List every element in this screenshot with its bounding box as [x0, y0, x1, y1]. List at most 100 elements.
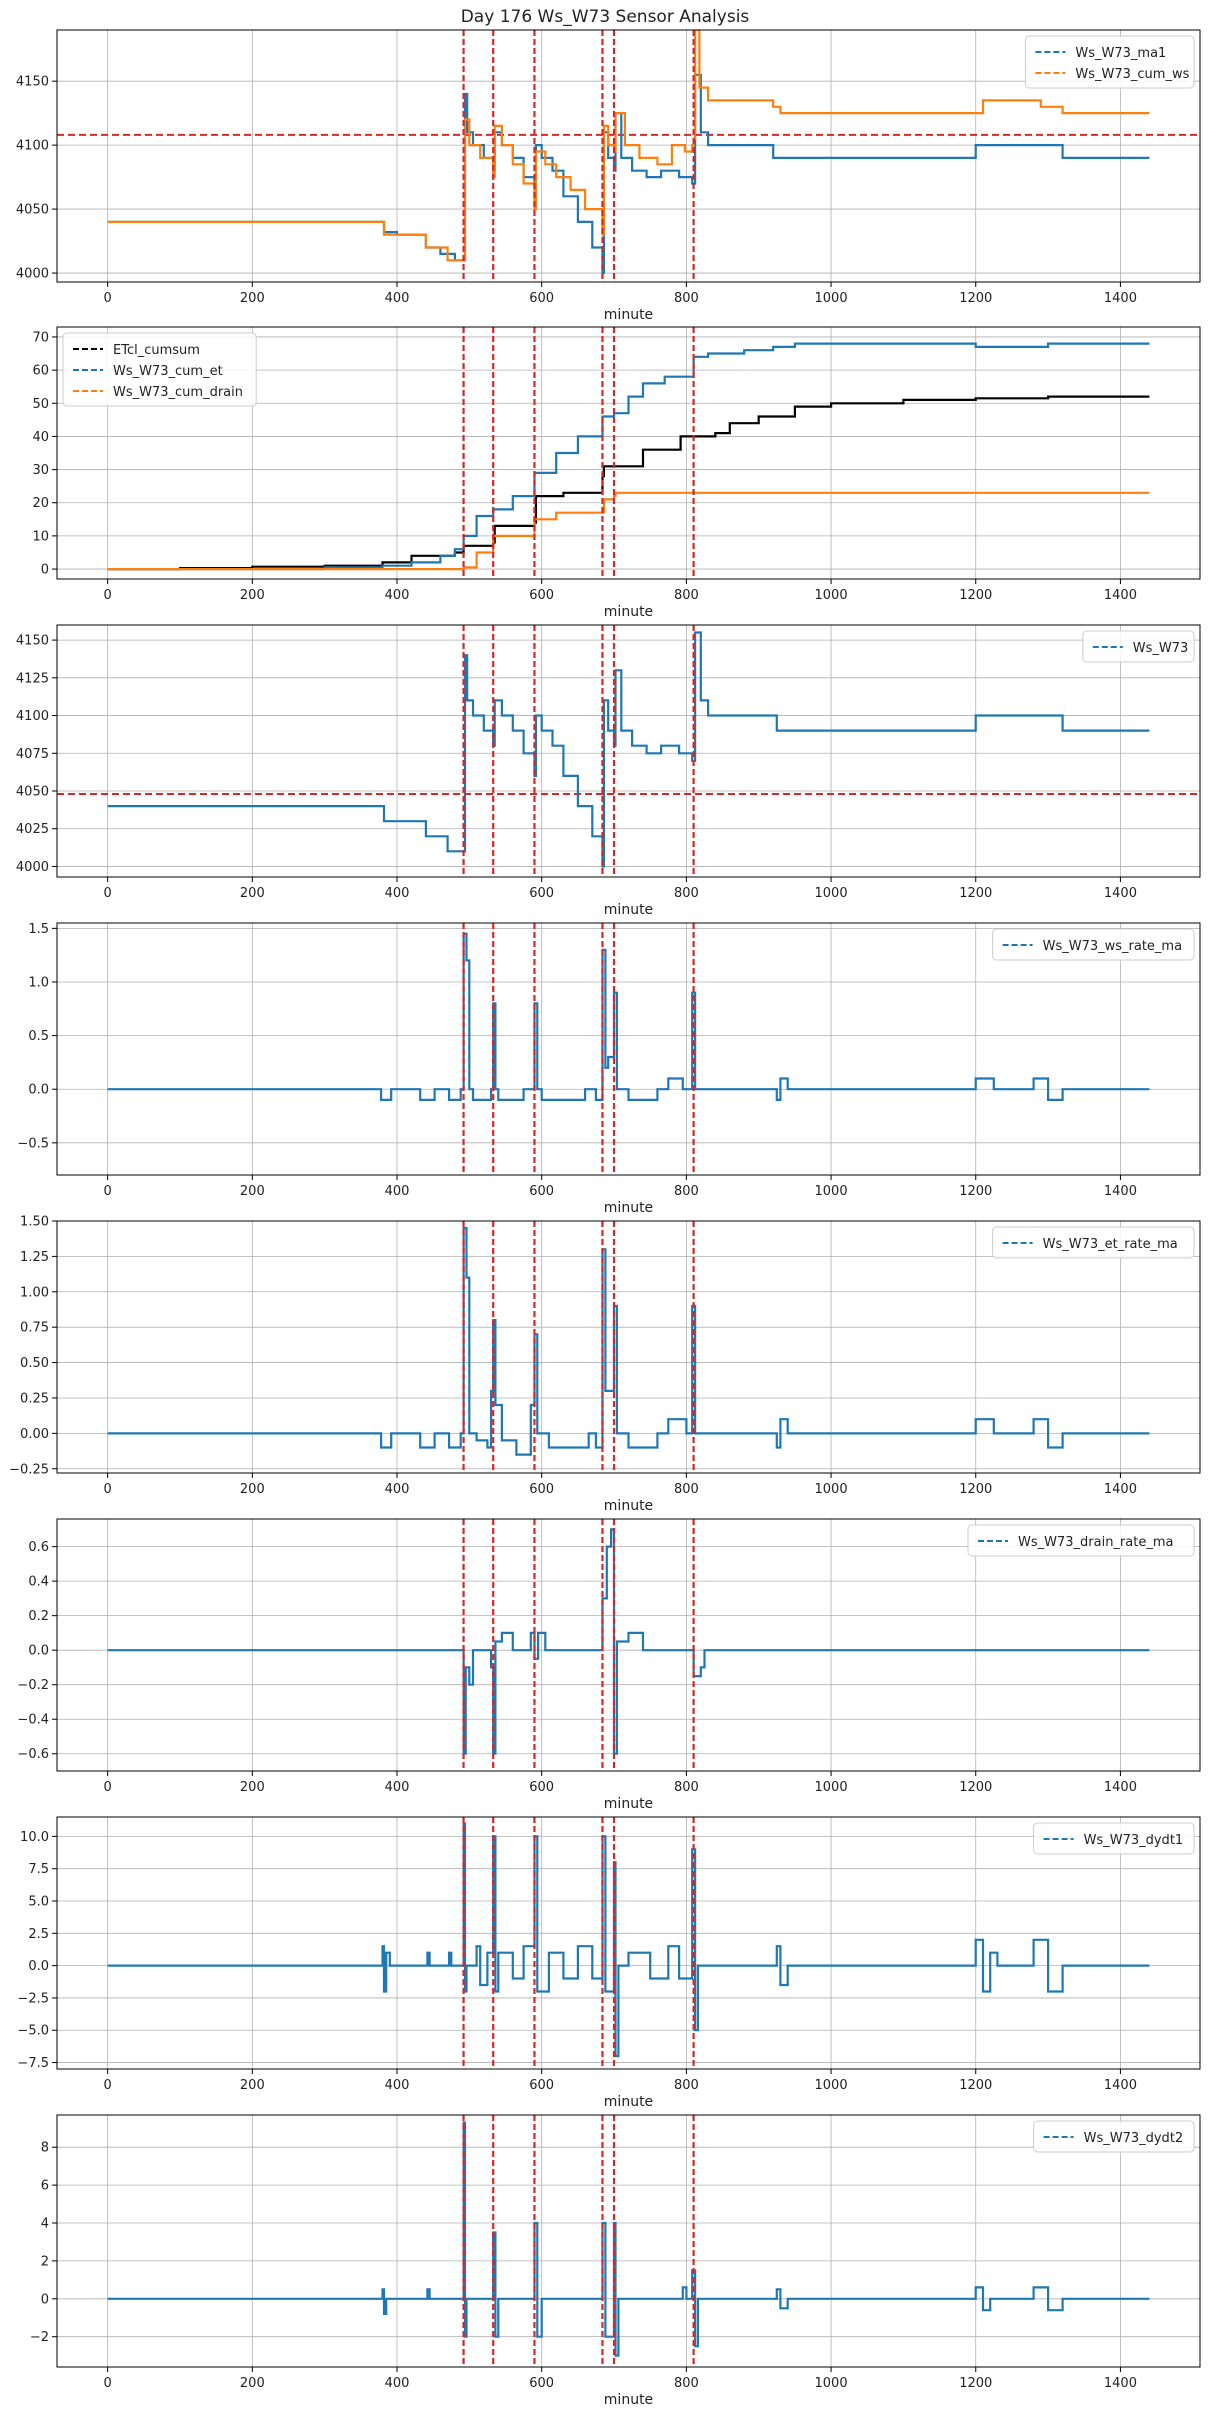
x-axis-label: minute	[604, 2392, 653, 2408]
x-axis-label: minute	[604, 902, 653, 918]
x-tick-label: 1200	[959, 1184, 992, 1199]
plot-area	[57, 1817, 1200, 2069]
y-tick-label: 40	[32, 430, 49, 445]
legend-label: Ws_W73_cum_ws	[1075, 67, 1189, 82]
x-axis-label: minute	[604, 1498, 653, 1514]
legend: Ws_W73_et_rate_ma	[992, 1226, 1195, 1259]
legend: Ws_W73_drain_rate_ma	[967, 1524, 1195, 1557]
y-tick-label: 20	[32, 496, 49, 511]
x-tick-label: 400	[385, 1184, 410, 1199]
x-tick-label: 1200	[959, 291, 992, 306]
x-tick-label: 1200	[959, 588, 992, 603]
series-line-Ws_W73	[107, 631, 1150, 868]
y-tick-label: 4050	[16, 203, 49, 218]
legend-box	[967, 1524, 1195, 1557]
x-tick-label: 1000	[815, 886, 848, 901]
x-tick-label: 400	[385, 1482, 410, 1497]
x-tick-label: 800	[674, 291, 699, 306]
x-tick-label: 200	[240, 291, 265, 306]
plot-frame	[56, 2114, 1201, 2368]
x-tick-label: 200	[240, 1482, 265, 1497]
legend-box	[992, 1226, 1195, 1259]
y-tick-label: −2	[30, 2330, 49, 2345]
y-tick-label: 1.50	[20, 1215, 49, 1230]
y-tick-label: 10.0	[20, 1830, 49, 1845]
plot-area	[57, 1519, 1200, 1771]
x-tick-label: 1200	[959, 1780, 992, 1795]
x-tick-label: 600	[529, 588, 554, 603]
chart-panel-2: 0 200 400 600 800 1000 1200 1400 0 10 20 30 40 50 60 70…	[32, 326, 1201, 620]
x-axis-label: minute	[604, 307, 653, 323]
x-tick-label: 1000	[815, 1184, 848, 1199]
x-tick-label: 0	[103, 886, 111, 901]
x-tick-label: 600	[529, 2376, 554, 2391]
y-tick-label: 0.4	[28, 1575, 49, 1590]
x-axis-label: minute	[604, 1796, 653, 1812]
y-tick-label: 4050	[16, 784, 49, 799]
plot-frame	[56, 1220, 1201, 1474]
x-tick-label: 1400	[1104, 1482, 1137, 1497]
x-tick-label: 1200	[959, 2078, 992, 2093]
x-tick-label: 400	[385, 886, 410, 901]
y-tick-label: 60	[32, 364, 49, 379]
y-tick-label: 0.0	[28, 1083, 49, 1098]
y-tick-label: 4100	[16, 139, 49, 154]
y-tick-label: 1.0	[28, 975, 49, 990]
x-tick-label: 600	[529, 1780, 554, 1795]
x-tick-label: 0	[103, 2376, 111, 2391]
x-tick-label: 1000	[815, 1780, 848, 1795]
x-axis-label: minute	[604, 1200, 653, 1216]
legend: Ws_W73_dydt1	[1033, 1822, 1195, 1855]
x-tick-label: 0	[103, 1184, 111, 1199]
x-tick-label: 200	[240, 1780, 265, 1795]
x-tick-label: 1400	[1104, 588, 1137, 603]
legend-box	[62, 332, 257, 407]
y-tick-label: 4125	[16, 671, 49, 686]
plot-frame	[56, 326, 1201, 580]
y-tick-label: 8	[41, 2141, 49, 2156]
plot-area	[57, 923, 1200, 1175]
y-tick-label: 1.5	[28, 922, 49, 937]
y-tick-label: 0.25	[20, 1391, 49, 1406]
series-line-Ws_W73_dydt1	[107, 1822, 1150, 2058]
chart-panel-7: 0 200 400 600 800 1000 1200 1400 −7.5 −5.0 −2.5 0.0…	[17, 1816, 1201, 2110]
x-tick-label: 1400	[1104, 2078, 1137, 2093]
y-tick-label: 2	[41, 2254, 49, 2269]
plot-area	[57, 1221, 1200, 1473]
y-tick-label: 1.00	[20, 1285, 49, 1300]
y-tick-label: −2.5	[17, 1991, 49, 2006]
y-tick-label: −0.5	[17, 1136, 49, 1151]
y-tick-label: 4025	[16, 822, 49, 837]
legend-label: Ws_W73_ma1	[1075, 46, 1166, 61]
x-tick-label: 1200	[959, 886, 992, 901]
y-tick-label: 4100	[16, 709, 49, 724]
x-tick-label: 200	[240, 2078, 265, 2093]
x-tick-label: 800	[674, 1780, 699, 1795]
plot-frame	[56, 1816, 1201, 2070]
x-tick-label: 800	[674, 2078, 699, 2093]
y-tick-label: 50	[32, 397, 49, 412]
series-line-Ws_W73_cum_ws	[107, 30, 1150, 262]
x-tick-label: 1200	[959, 2376, 992, 2391]
chart-panel-3: 0 200 400 600 800 1000 1200 1400 4000 4025 4050 407…	[16, 624, 1201, 918]
chart-panel-8: 0 200 400 600 800 1000 1200 1400 −2 0 2 4 6 8 minute Ws…	[30, 2114, 1201, 2408]
y-tick-label: 0.2	[28, 1609, 49, 1624]
y-tick-label: 0.0	[28, 1959, 49, 1974]
x-tick-label: 800	[674, 886, 699, 901]
y-tick-label: 4150	[16, 634, 49, 649]
y-tick-label: 4	[41, 2217, 49, 2232]
x-tick-label: 1400	[1104, 886, 1137, 901]
y-tick-label: 7.5	[28, 1862, 49, 1877]
x-tick-label: 1000	[815, 1482, 848, 1497]
plot-area	[57, 2115, 1200, 2367]
series-line-Ws_W73_drain_rate_ma	[107, 1528, 1150, 1755]
legend-label: Ws_W73	[1133, 641, 1189, 656]
y-tick-label: 0.6	[28, 1540, 49, 1555]
y-tick-label: −0.25	[9, 1462, 49, 1477]
x-tick-label: 600	[529, 1482, 554, 1497]
legend-label: Ws_W73_drain_rate_ma	[1018, 1535, 1173, 1550]
x-tick-label: 400	[385, 291, 410, 306]
x-tick-label: 400	[385, 1780, 410, 1795]
x-tick-label: 0	[103, 588, 111, 603]
x-tick-label: 400	[385, 588, 410, 603]
